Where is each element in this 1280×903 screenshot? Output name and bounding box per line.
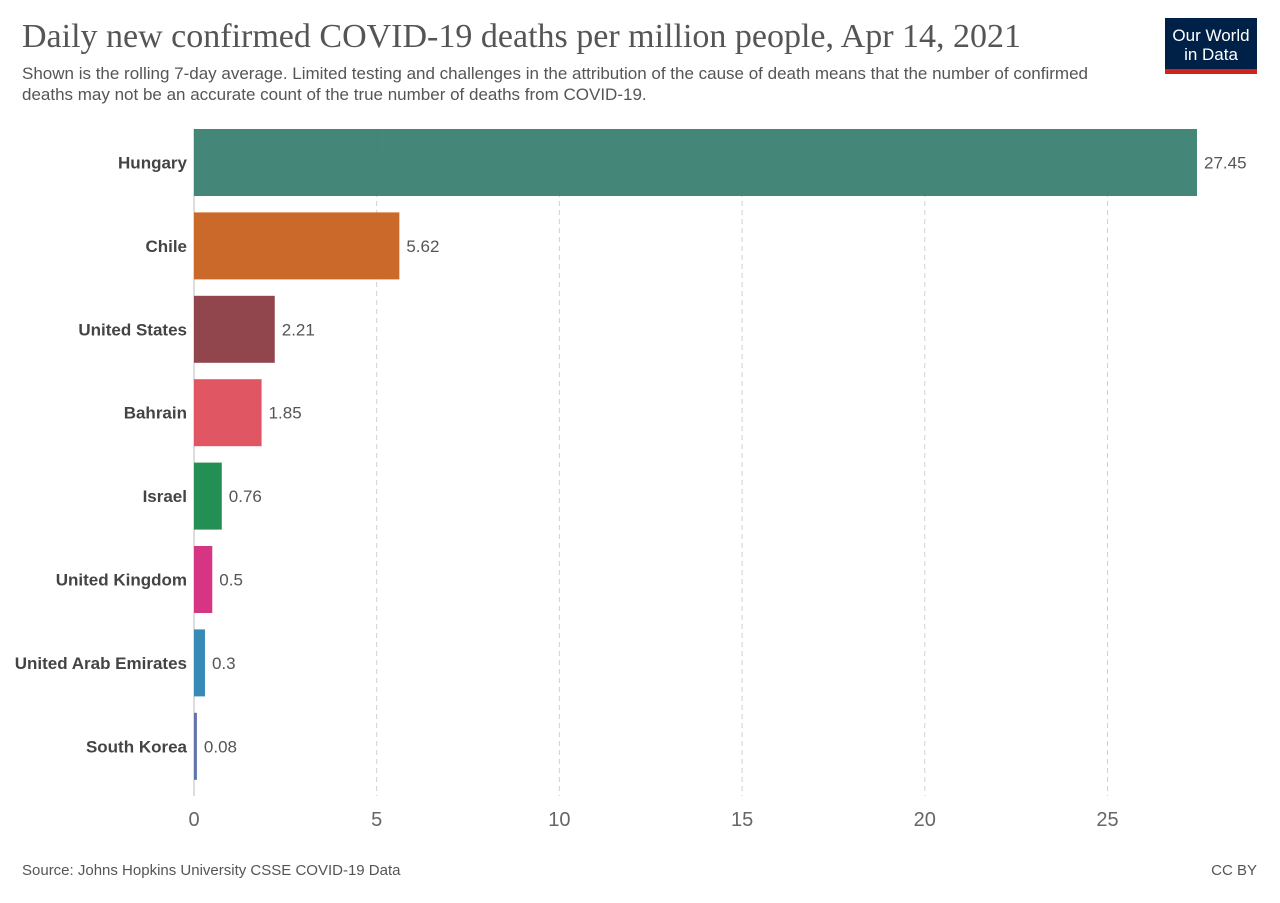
value-label: 2.21 — [282, 320, 315, 339]
x-tick-label: 20 — [914, 809, 936, 831]
bar[interactable] — [194, 129, 1197, 196]
category-label: United Arab Emirates — [15, 654, 187, 673]
source-note: Source: Johns Hopkins University CSSE CO… — [22, 862, 401, 879]
labels: Hungary 27.45 Chile 5.62 United States 2.21 Ba… — [15, 154, 1247, 757]
x-tick-label: 0 — [188, 809, 199, 831]
x-tick-label: 15 — [731, 809, 753, 831]
bar[interactable] — [194, 212, 400, 280]
value-label: 0.08 — [204, 737, 237, 756]
bar[interactable] — [194, 546, 213, 613]
category-label: United States — [78, 320, 187, 339]
bar[interactable] — [194, 295, 275, 363]
category-label: Bahrain — [124, 404, 187, 423]
bar[interactable] — [194, 629, 205, 697]
x-tick-label: 25 — [1096, 809, 1118, 831]
owid-logo[interactable]: Our World in Data — [1165, 18, 1257, 74]
category-label: United Kingdom — [56, 571, 187, 590]
category-label: South Korea — [86, 737, 188, 756]
x-axis-ticks: 0 5 10 15 20 25 — [188, 809, 1118, 831]
x-tick-label: 5 — [371, 809, 382, 831]
category-label: Chile — [145, 237, 187, 256]
value-label: 0.5 — [219, 571, 243, 590]
chart-subtitle: Shown is the rolling 7-day average. Limi… — [22, 64, 1088, 104]
bar[interactable] — [194, 462, 222, 530]
value-label: 5.62 — [406, 237, 439, 256]
bar[interactable] — [194, 712, 197, 780]
x-tick-label: 10 — [548, 809, 570, 831]
chart-title: Daily new confirmed COVID-19 deaths per … — [22, 18, 1022, 55]
logo-line-1: Our World — [1172, 26, 1250, 45]
license-link[interactable]: CC BY — [1211, 862, 1257, 879]
value-label: 1.85 — [269, 404, 302, 423]
bars — [194, 129, 1197, 780]
category-label: Hungary — [118, 154, 188, 173]
bar[interactable] — [194, 379, 262, 447]
value-label: 27.45 — [1204, 154, 1247, 173]
logo-line-2: in Data — [1184, 45, 1238, 64]
category-label: Israel — [143, 487, 187, 506]
value-label: 0.3 — [212, 654, 236, 673]
value-label: 0.76 — [229, 487, 262, 506]
